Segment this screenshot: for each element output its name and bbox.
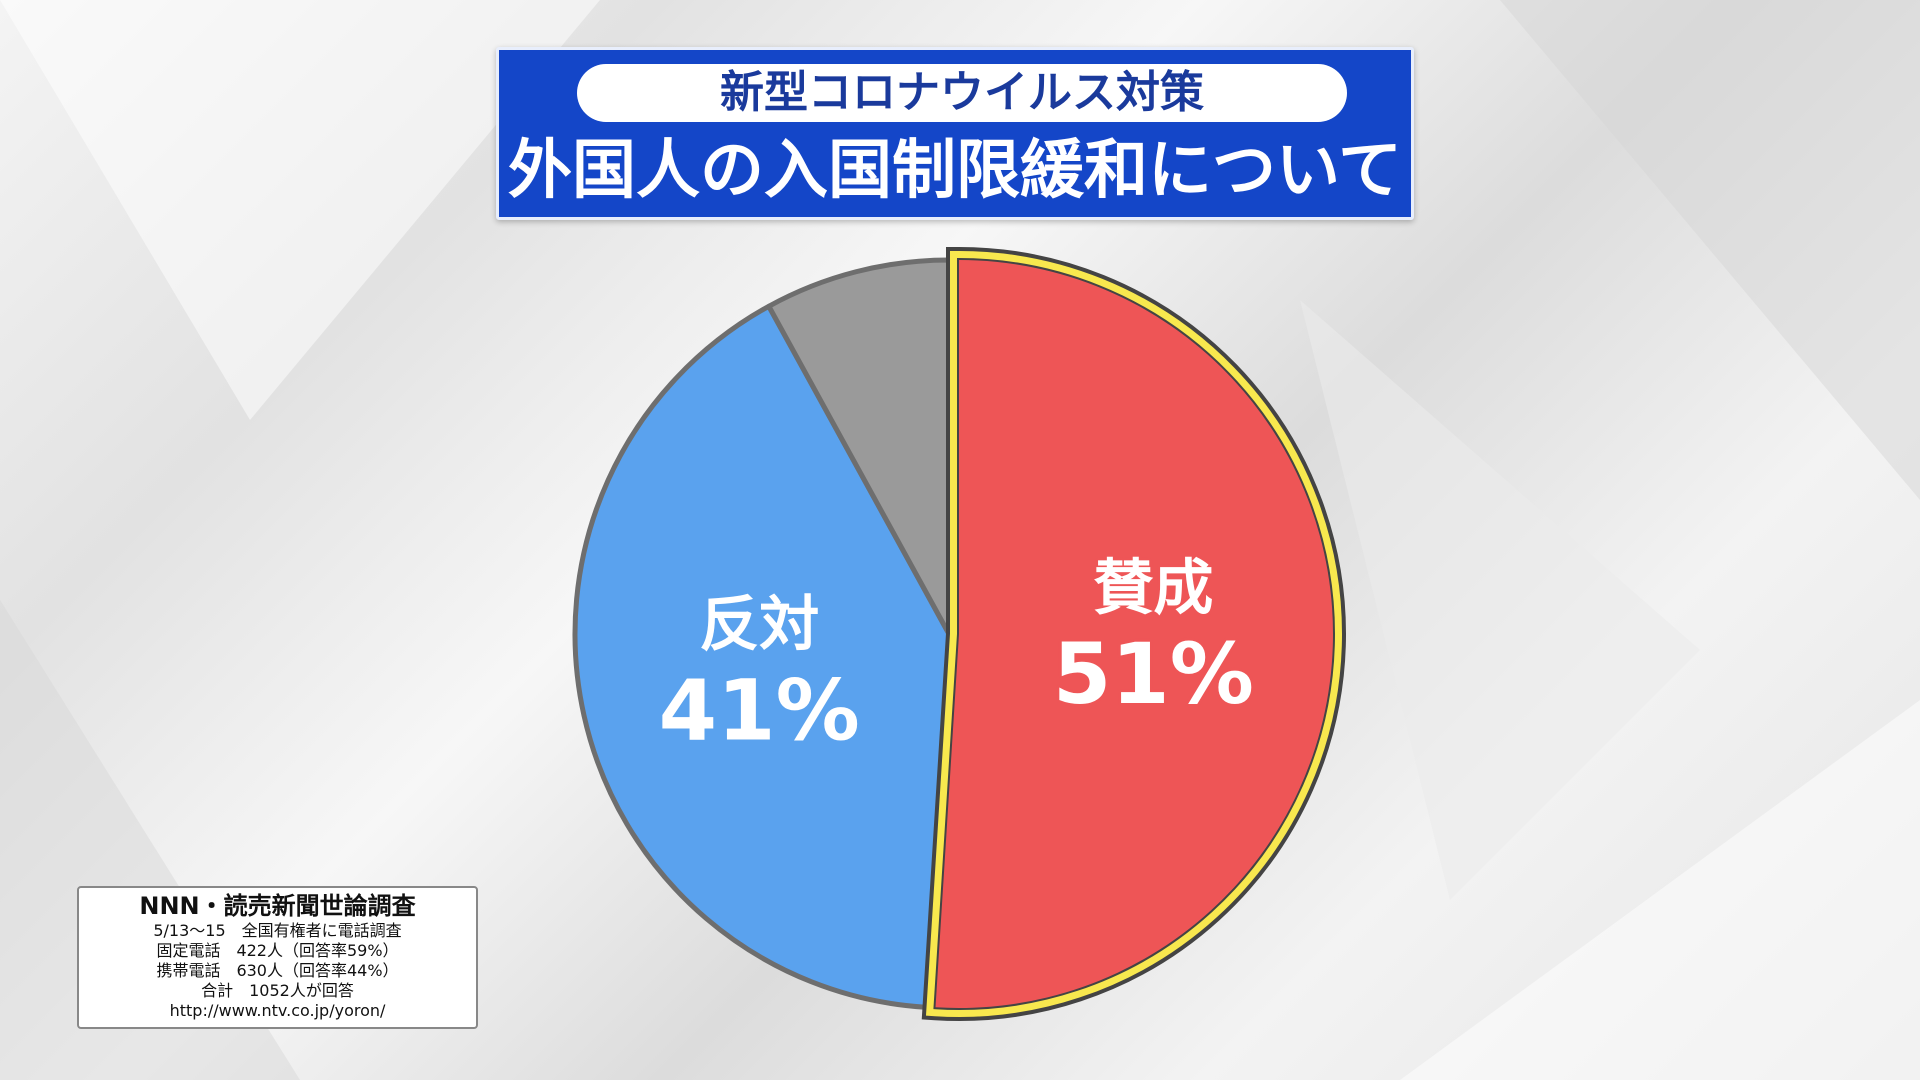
note-line: 5/13～15 全国有権者に電話調査 [153, 921, 402, 940]
pie-slice [572, 303, 952, 1010]
pie-slice [766, 257, 952, 637]
note-line: 携帯電話 630人（回答率44%） [156, 961, 399, 980]
value-label: 51% [1053, 625, 1254, 723]
chart-subtitle: 新型コロナウイルス対策 [577, 64, 1347, 122]
value-label: 41% [659, 661, 860, 759]
note-line: 合計 1052人が回答 [201, 981, 354, 1000]
slice-label: 賛成 [1093, 554, 1213, 624]
note-line: NNN・読売新聞世論調査 [139, 892, 416, 920]
title-box: 新型コロナウイルス対策 外国人の入国制限緩和について [496, 47, 1414, 220]
source-note: NNN・読売新聞世論調査 5/13～15 全国有権者に電話調査 固定電話 422人（… [77, 886, 478, 1029]
pie-slice [935, 260, 1333, 1008]
slice-label: 反対 [699, 590, 819, 660]
chart-title: 外国人の入国制限緩和について [507, 134, 1403, 208]
note-line: http://www.ntv.co.jp/yoron/ [169, 1001, 386, 1020]
note-line: 固定電話 422人（回答率59%） [156, 941, 399, 960]
